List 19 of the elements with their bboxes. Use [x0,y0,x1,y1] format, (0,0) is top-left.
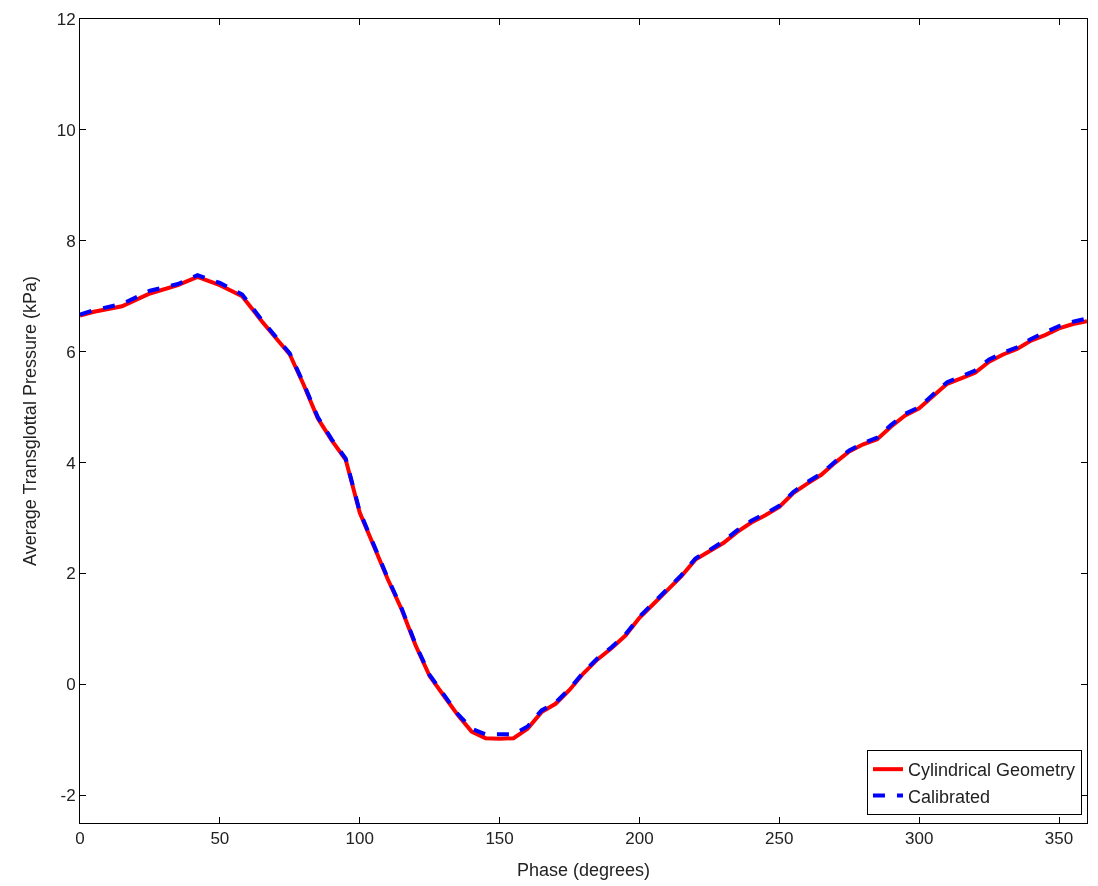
x-tick-label: 250 [765,829,794,849]
y-tick-label: -2 [60,786,76,806]
x-tick-label: 100 [345,829,374,849]
y-tick-label: 8 [66,231,76,251]
x-tick-label: 350 [1044,829,1074,849]
legend-label: Calibrated [907,786,991,807]
y-tick-label: 6 [66,342,76,362]
y-tick-label: 10 [56,120,76,140]
x-axis-title: Phase (degrees) [516,859,651,880]
y-tick-label: 4 [66,453,76,473]
y-tick-label: 2 [66,564,76,584]
x-tick-label: 200 [625,829,654,849]
x-tick-label: 150 [485,829,514,849]
y-tick-label: 12 [56,9,76,29]
y-axis-title: Average Transglottal Pressure (kPa) [19,276,40,566]
y-tick-label: 0 [66,675,76,695]
x-tick-label: 50 [210,829,230,849]
x-tick-label: 300 [904,829,934,849]
legend-label: Cylindrical Geometry [907,760,1076,781]
